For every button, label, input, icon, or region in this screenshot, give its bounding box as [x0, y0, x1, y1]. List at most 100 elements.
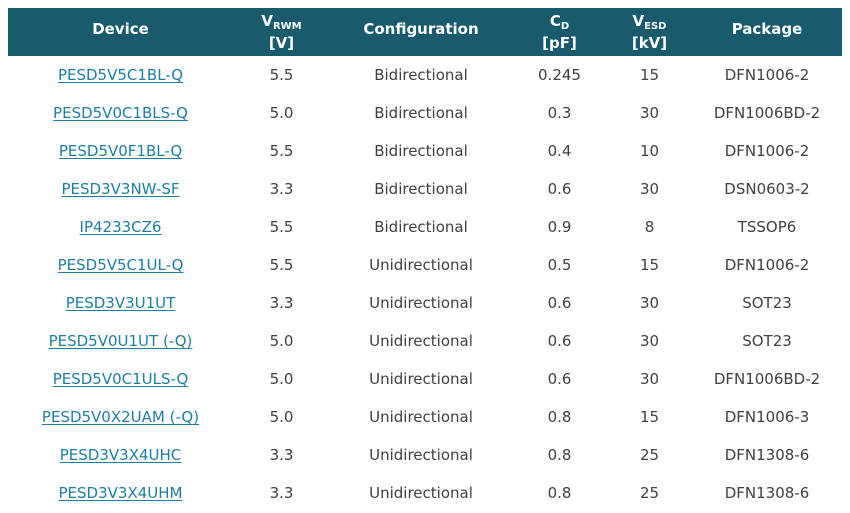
- device-cell: PESD5V0U1UT (-Q): [8, 322, 233, 360]
- cd-cell: 0.6: [547, 180, 572, 198]
- cd-cell: 0.245: [538, 66, 581, 84]
- header-unit: [pF]: [542, 33, 577, 52]
- device-link[interactable]: PESD5V5C1UL-Q: [57, 256, 184, 274]
- vrwm-cell: 5.0: [269, 370, 294, 388]
- table-row: PESD5V0F1BL-Q 5.5 Bidirectional 0.4 10 DFN100…: [8, 132, 842, 170]
- column-header-vrwm: VRWM [V]: [233, 8, 330, 56]
- package-cell: DFN1308-6: [724, 484, 810, 502]
- package-cell: SOT23: [742, 332, 792, 350]
- table-row: PESD5V0C1ULS-Q 5.0 Unidirectional 0.6 30 DFN1…: [8, 360, 842, 398]
- column-header-vesd: VESD [kV]: [607, 8, 692, 56]
- column-header-cd: CD [pF]: [512, 8, 607, 56]
- cd-cell: 0.8: [547, 446, 572, 464]
- header-subscript: ESD: [644, 20, 667, 32]
- package-cell: DSN0603-2: [724, 180, 810, 198]
- cd-cell: 0.9: [547, 218, 572, 236]
- vesd-cell: 10: [639, 142, 660, 160]
- header-row: Device VRWM [V] Configuration CD [pF] VESD…: [8, 8, 842, 56]
- vrwm-cell: 5.0: [269, 332, 294, 350]
- vesd-cell: 30: [639, 332, 660, 350]
- cd-cell: 0.8: [547, 484, 572, 502]
- vesd-cell: 30: [639, 370, 660, 388]
- vrwm-cell: 5.5: [269, 66, 294, 84]
- device-comparison-table-wrap: Device VRWM [V] Configuration CD [pF] VESD…: [8, 8, 842, 512]
- header-label: V: [632, 11, 645, 30]
- header-unit: [kV]: [631, 33, 668, 52]
- vrwm-cell: 5.5: [269, 256, 294, 274]
- configuration-cell: Bidirectional: [374, 180, 468, 198]
- device-link[interactable]: IP4233CZ6: [79, 218, 162, 236]
- cd-cell: 0.4: [547, 142, 572, 160]
- vrwm-cell: 3.3: [269, 484, 294, 502]
- vesd-cell: 15: [639, 256, 660, 274]
- table-header: Device VRWM [V] Configuration CD [pF] VESD…: [8, 8, 842, 56]
- vesd-cell: 25: [639, 446, 660, 464]
- column-header-configuration: Configuration: [330, 8, 512, 56]
- table-row: IP4233CZ6 5.5 Bidirectional 0.9 8 TSSOP6: [8, 208, 842, 246]
- cd-cell: 0.3: [547, 104, 572, 122]
- device-link[interactable]: PESD5V0U1UT (-Q): [48, 332, 193, 350]
- header-subscript: D: [560, 20, 570, 32]
- device-link[interactable]: PESD5V0C1BLS-Q: [53, 104, 188, 122]
- device-link[interactable]: PESD3V3X4UHM: [58, 484, 183, 502]
- configuration-cell: Bidirectional: [374, 104, 468, 122]
- table-row: PESD3V3U1UT 3.3 Unidirectional 0.6 30 SOT23: [8, 284, 842, 322]
- column-header-device: Device: [8, 8, 233, 56]
- table-row: PESD5V0X2UAM (-Q) 5.0 Unidirectional 0.8 15 D…: [8, 398, 842, 436]
- device-link[interactable]: PESD3V3U1UT: [65, 294, 176, 312]
- column-header-package: Package: [692, 8, 842, 56]
- device-cell: PESD3V3NW-SF: [8, 170, 233, 208]
- device-cell: PESD5V0C1BLS-Q: [8, 94, 233, 132]
- package-cell: SOT23: [742, 294, 792, 312]
- configuration-cell: Unidirectional: [369, 256, 473, 274]
- device-cell: PESD3V3X4UHM: [8, 474, 233, 512]
- package-cell: DFN1308-6: [724, 446, 810, 464]
- cd-cell: 0.5: [547, 256, 572, 274]
- device-cell: PESD5V0C1ULS-Q: [8, 360, 233, 398]
- vrwm-cell: 5.0: [269, 408, 294, 426]
- table-body: PESD5V5C1BL-Q 5.5 Bidirectional 0.245 15 DFN1…: [8, 56, 842, 512]
- device-link[interactable]: PESD3V3NW-SF: [61, 180, 180, 198]
- header-subscript: RWM: [272, 20, 302, 32]
- device-link[interactable]: PESD5V0F1BL-Q: [58, 142, 183, 160]
- vrwm-cell: 5.0: [269, 104, 294, 122]
- configuration-cell: Bidirectional: [374, 66, 468, 84]
- package-cell: DFN1006-2: [724, 66, 810, 84]
- header-label: V: [261, 11, 273, 30]
- configuration-cell: Unidirectional: [369, 408, 473, 426]
- vesd-cell: 30: [639, 104, 660, 122]
- device-comparison-table: Device VRWM [V] Configuration CD [pF] VESD…: [8, 8, 842, 512]
- device-link[interactable]: PESD5V0C1ULS-Q: [52, 370, 189, 388]
- table-row: PESD5V0U1UT (-Q) 5.0 Unidirectional 0.6 30 SO…: [8, 322, 842, 360]
- device-cell: PESD5V5C1BL-Q: [8, 56, 233, 94]
- device-link[interactable]: PESD5V5C1BL-Q: [57, 66, 184, 84]
- configuration-cell: Unidirectional: [369, 484, 473, 502]
- table-row: PESD5V5C1UL-Q 5.5 Unidirectional 0.5 15 DFN10…: [8, 246, 842, 284]
- device-link[interactable]: PESD5V0X2UAM (-Q): [41, 408, 200, 426]
- table-row: PESD5V5C1BL-Q 5.5 Bidirectional 0.245 15 DFN1…: [8, 56, 842, 94]
- header-label: Device: [92, 20, 149, 38]
- package-cell: TSSOP6: [737, 218, 797, 236]
- package-cell: DFN1006BD-2: [713, 370, 821, 388]
- device-link[interactable]: PESD3V3X4UHC: [59, 446, 182, 464]
- package-cell: DFN1006BD-2: [713, 104, 821, 122]
- cd-cell: 0.6: [547, 294, 572, 312]
- configuration-cell: Unidirectional: [369, 446, 473, 464]
- vesd-cell: 25: [639, 484, 660, 502]
- table-row: PESD3V3NW-SF 3.3 Bidirectional 0.6 30 DSN0603…: [8, 170, 842, 208]
- package-cell: DFN1006-2: [724, 256, 810, 274]
- device-cell: PESD3V3X4UHC: [8, 436, 233, 474]
- configuration-cell: Unidirectional: [369, 294, 473, 312]
- configuration-cell: Unidirectional: [369, 332, 473, 350]
- table-row: PESD3V3X4UHM 3.3 Unidirectional 0.8 25 DFN130…: [8, 474, 842, 512]
- device-cell: PESD5V5C1UL-Q: [8, 246, 233, 284]
- table-row: PESD5V0C1BLS-Q 5.0 Bidirectional 0.3 30 DFN10…: [8, 94, 842, 132]
- device-cell: PESD5V0F1BL-Q: [8, 132, 233, 170]
- vesd-cell: 30: [639, 180, 660, 198]
- header-label: Configuration: [363, 20, 479, 38]
- package-cell: DFN1006-3: [724, 408, 810, 426]
- device-cell: IP4233CZ6: [8, 208, 233, 246]
- package-cell: DFN1006-2: [724, 142, 810, 160]
- cd-cell: 0.6: [547, 332, 572, 350]
- vrwm-cell: 3.3: [269, 294, 294, 312]
